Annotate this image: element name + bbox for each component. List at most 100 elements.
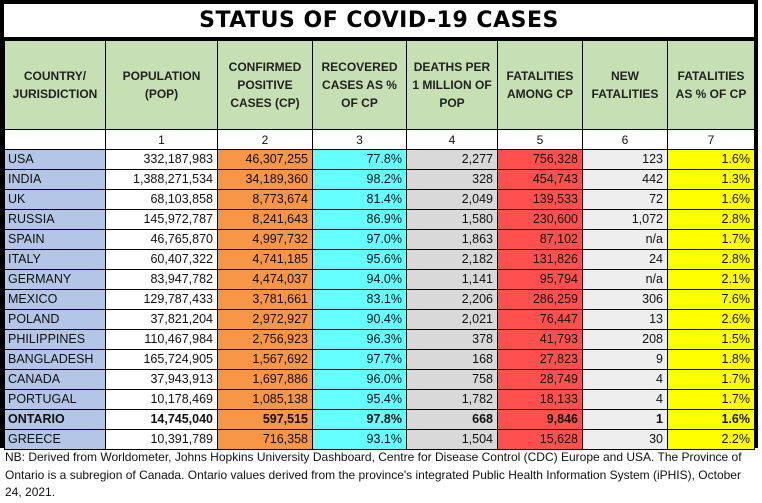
table-row: GERMANY 83,947,782 4,474,037 94.0% 1,141 95,7… <box>4 269 755 290</box>
cell-population: 145,972,787 <box>105 209 218 230</box>
cell-recovered-pct: 95.6% <box>312 249 407 270</box>
cell-fatalities: 756,328 <box>497 149 583 170</box>
cell-country: PHILIPPINES <box>4 329 106 350</box>
cell-new-fatalities: 4 <box>582 389 668 410</box>
data-table: COUNTRY/ JURISDICTION POPULATION (POP) CON… <box>4 40 755 450</box>
header-new-fatalities: NEW FATALITIES <box>582 40 668 130</box>
cell-fatality-pct: 1.6% <box>667 149 755 170</box>
cell-country: GREECE <box>4 429 106 450</box>
cell-fatality-pct: 1.7% <box>667 389 755 410</box>
cell-population: 332,187,983 <box>105 149 218 170</box>
column-number-population: 1 <box>105 129 218 150</box>
cell-fatalities: 95,794 <box>497 269 583 290</box>
cell-population: 60,407,322 <box>105 249 218 270</box>
header-country: COUNTRY/ JURISDICTION <box>4 40 106 130</box>
cell-recovered-pct: 94.0% <box>312 269 407 290</box>
cell-confirmed-cases: 8,773,674 <box>217 189 313 210</box>
cell-population: 10,178,469 <box>105 389 218 410</box>
table-row: ONTARIO 14,745,040 597,515 97.8% 668 9,846 1 1.… <box>4 409 755 430</box>
cell-fatalities: 76,447 <box>497 309 583 330</box>
cell-country: UK <box>4 189 106 210</box>
column-number-new-fatalities: 6 <box>582 129 668 150</box>
cell-recovered-pct: 97.8% <box>312 409 407 430</box>
cell-recovered-pct: 97.7% <box>312 349 407 370</box>
cell-population: 37,821,204 <box>105 309 218 330</box>
cell-fatalities: 131,826 <box>497 249 583 270</box>
cell-country: RUSSIA <box>4 209 106 230</box>
cell-confirmed-cases: 1,697,886 <box>217 369 313 390</box>
table-row: POLAND 37,821,204 2,972,927 90.4% 2,021 76,44… <box>4 309 755 330</box>
header-fatalities: FATALITIES AMONG CP <box>497 40 583 130</box>
header-fatality-pct: FATALITIES AS % OF CP <box>667 40 755 130</box>
header-recovered-pct: RECOVERED CASES AS % OF CP <box>312 40 407 130</box>
cell-confirmed-cases: 597,515 <box>217 409 313 430</box>
cell-fatalities: 9,846 <box>497 409 583 430</box>
cell-recovered-pct: 96.3% <box>312 329 407 350</box>
cell-population: 1,388,271,534 <box>105 169 218 190</box>
covid-status-table: STATUS OF COVID-19 CASES COUNTRY/ JURISD… <box>0 0 758 450</box>
cell-confirmed-cases: 1,085,138 <box>217 389 313 410</box>
table-row: PHILIPPINES 110,467,984 2,756,923 96.3% 378 4… <box>4 329 755 350</box>
cell-confirmed-cases: 4,741,185 <box>217 249 313 270</box>
cell-fatalities: 87,102 <box>497 229 583 250</box>
cell-country: POLAND <box>4 309 106 330</box>
cell-country: INDIA <box>4 169 106 190</box>
cell-recovered-pct: 93.1% <box>312 429 407 450</box>
cell-new-fatalities: 4 <box>582 369 668 390</box>
header-deaths-per-million: DEATHS PER 1 MILLION OF POP <box>406 40 498 130</box>
header-population: POPULATION (POP) <box>105 40 218 130</box>
cell-confirmed-cases: 34,189,360 <box>217 169 313 190</box>
cell-recovered-pct: 96.0% <box>312 369 407 390</box>
cell-fatalities: 41,793 <box>497 329 583 350</box>
column-number-deaths-per-million: 4 <box>406 129 498 150</box>
table-row: UK 68,103,858 8,773,674 81.4% 2,049 139,533 72… <box>4 189 755 210</box>
column-number-confirmed-cases: 2 <box>217 129 313 150</box>
cell-recovered-pct: 81.4% <box>312 189 407 210</box>
cell-fatalities: 27,823 <box>497 349 583 370</box>
cell-new-fatalities: 208 <box>582 329 668 350</box>
cell-population: 37,943,913 <box>105 369 218 390</box>
cell-country: ITALY <box>4 249 106 270</box>
cell-population: 46,765,870 <box>105 229 218 250</box>
cell-deaths-per-million: 2,277 <box>406 149 498 170</box>
cell-country: CANADA <box>4 369 106 390</box>
cell-population: 14,745,040 <box>105 409 218 430</box>
cell-country: PORTUGAL <box>4 389 106 410</box>
cell-population: 129,787,433 <box>105 289 218 310</box>
cell-country: BANGLADESH <box>4 349 106 370</box>
cell-fatality-pct: 1.8% <box>667 349 755 370</box>
cell-new-fatalities: 123 <box>582 149 668 170</box>
cell-new-fatalities: n/a <box>582 229 668 250</box>
cell-fatality-pct: 2.8% <box>667 209 755 230</box>
cell-recovered-pct: 77.8% <box>312 149 407 170</box>
cell-new-fatalities: 24 <box>582 249 668 270</box>
cell-new-fatalities: 13 <box>582 309 668 330</box>
cell-fatalities: 286,259 <box>497 289 583 310</box>
cell-recovered-pct: 90.4% <box>312 309 407 330</box>
cell-fatality-pct: 2.6% <box>667 309 755 330</box>
cell-fatality-pct: 1.7% <box>667 229 755 250</box>
cell-deaths-per-million: 2,182 <box>406 249 498 270</box>
cell-confirmed-cases: 3,781,661 <box>217 289 313 310</box>
cell-confirmed-cases: 4,474,037 <box>217 269 313 290</box>
cell-fatality-pct: 7.6% <box>667 289 755 310</box>
table-row: CANADA 37,943,913 1,697,886 96.0% 758 28,749 4… <box>4 369 755 390</box>
cell-deaths-per-million: 1,504 <box>406 429 498 450</box>
table-row: BANGLADESH 165,724,905 1,567,692 97.7% 168 27… <box>4 349 755 370</box>
cell-fatality-pct: 1.3% <box>667 169 755 190</box>
footnote: NB: Derived from Worldometer, Johns Hopk… <box>5 450 742 499</box>
column-number-fatality-pct: 7 <box>667 129 755 150</box>
cell-recovered-pct: 86.9% <box>312 209 407 230</box>
cell-recovered-pct: 97.0% <box>312 229 407 250</box>
cell-deaths-per-million: 1,580 <box>406 209 498 230</box>
cell-fatalities: 28,749 <box>497 369 583 390</box>
table-row: RUSSIA 145,972,787 8,241,643 86.9% 1,580 230,… <box>4 209 755 230</box>
cell-new-fatalities: 1,072 <box>582 209 668 230</box>
cell-deaths-per-million: 758 <box>406 369 498 390</box>
cell-deaths-per-million: 2,206 <box>406 289 498 310</box>
table-row: PORTUGAL 10,178,469 1,085,138 95.4% 1,782 18,… <box>4 389 755 410</box>
column-number-fatalities: 5 <box>497 129 583 150</box>
cell-confirmed-cases: 1,567,692 <box>217 349 313 370</box>
table-row: INDIA 1,388,271,534 34,189,360 98.2% 328 454,… <box>4 169 755 190</box>
cell-confirmed-cases: 8,241,643 <box>217 209 313 230</box>
